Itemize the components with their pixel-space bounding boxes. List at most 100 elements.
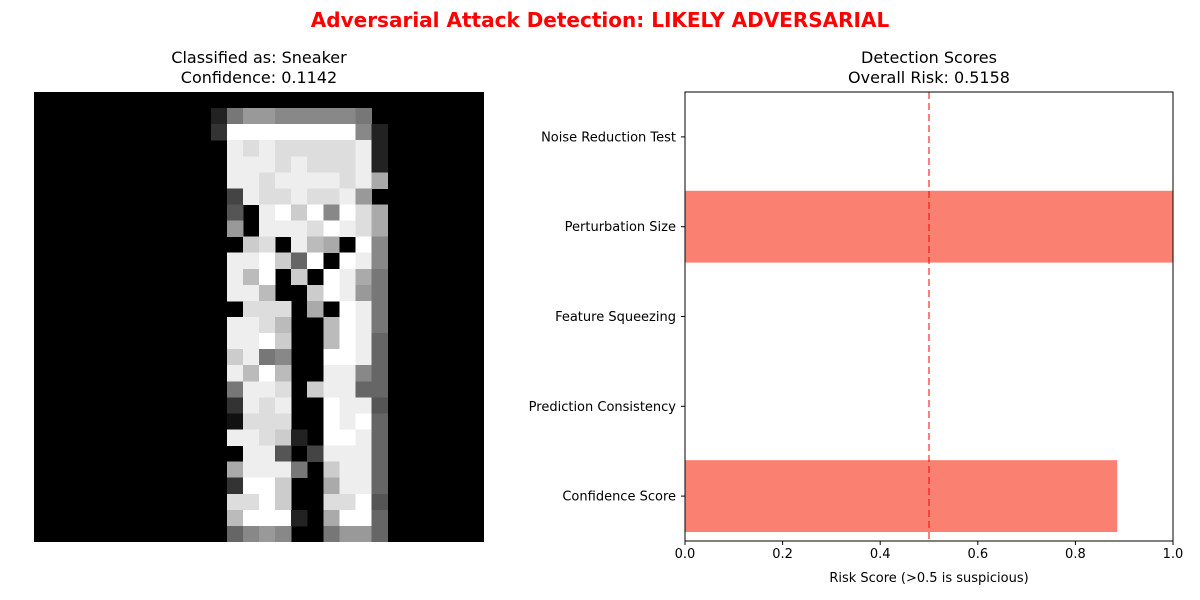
image-pixel bbox=[339, 300, 356, 318]
image-pixel bbox=[259, 300, 276, 318]
image-pixel bbox=[371, 252, 388, 270]
image-pixel bbox=[259, 140, 276, 157]
figure-title: Adversarial Attack Detection: LIKELY ADV… bbox=[310, 8, 890, 32]
image-pixel bbox=[355, 172, 372, 189]
image-pixel bbox=[307, 284, 324, 302]
image-pixel bbox=[323, 108, 340, 125]
image-pixel bbox=[226, 397, 244, 414]
image-pixel bbox=[226, 461, 244, 479]
image-pixel bbox=[242, 429, 260, 446]
image-pixel bbox=[226, 413, 244, 430]
x-tick-label: 0.8 bbox=[1065, 547, 1086, 562]
image-pixel bbox=[371, 172, 388, 189]
image-pixel bbox=[355, 124, 372, 141]
image-pixel bbox=[259, 124, 276, 141]
x-tick-label: 0.6 bbox=[967, 547, 988, 562]
image-pixel bbox=[242, 461, 260, 479]
image-pixel bbox=[275, 349, 292, 366]
image-panel-title: Classified as: Sneaker Confidence: 0.114… bbox=[34, 48, 484, 88]
image-pixel bbox=[323, 188, 340, 205]
image-pixel bbox=[307, 220, 324, 237]
image-pixel bbox=[323, 156, 340, 173]
image-pixel bbox=[226, 124, 244, 141]
image-pixel bbox=[259, 413, 276, 430]
image-pixel bbox=[259, 188, 276, 205]
image-pixel bbox=[323, 493, 340, 511]
image-pixel bbox=[291, 220, 308, 237]
image-pixel bbox=[307, 236, 324, 254]
image-pixel bbox=[275, 493, 292, 511]
image-pixel bbox=[323, 397, 340, 414]
image-pixel bbox=[339, 429, 356, 446]
image-pixel bbox=[259, 252, 276, 270]
image-pixel bbox=[339, 493, 356, 511]
image-pixel bbox=[275, 445, 292, 462]
image-pixel bbox=[291, 509, 308, 527]
plot-frame bbox=[684, 91, 1174, 542]
image-pixel bbox=[226, 284, 244, 302]
image-pixel bbox=[371, 525, 388, 542]
image-pixel bbox=[323, 477, 340, 495]
image-pixel bbox=[242, 525, 260, 542]
image-pixel bbox=[259, 108, 276, 125]
image-pixel bbox=[371, 461, 388, 479]
image-pixel bbox=[226, 188, 244, 205]
image-pixel bbox=[259, 493, 276, 511]
image-pixel bbox=[355, 236, 372, 254]
image-pixel bbox=[275, 188, 292, 205]
x-tick-label: 1.0 bbox=[1163, 547, 1184, 562]
image-pixel bbox=[259, 429, 276, 446]
image-pixel bbox=[291, 236, 308, 254]
image-pixel bbox=[242, 108, 260, 125]
scores-panel-title: Detection Scores Overall Risk: 0.5158 bbox=[685, 48, 1173, 88]
image-pixel bbox=[355, 156, 372, 173]
image-pixel bbox=[226, 509, 244, 527]
bar-confidence-score bbox=[685, 460, 1118, 533]
image-pixel bbox=[371, 284, 388, 302]
image-pixel bbox=[323, 317, 340, 334]
image-pixel bbox=[226, 317, 244, 334]
y-tick-label: Confidence Score bbox=[562, 490, 676, 505]
image-pixel bbox=[371, 397, 388, 414]
image-pixel bbox=[242, 445, 260, 462]
image-pixel bbox=[307, 204, 324, 221]
image-pixel bbox=[371, 365, 388, 382]
image-pixel bbox=[259, 220, 276, 237]
image-pixel bbox=[242, 236, 260, 254]
image-pixel bbox=[339, 252, 356, 270]
image-pixel bbox=[259, 349, 276, 366]
image-pixel bbox=[339, 349, 356, 366]
image-pixel bbox=[226, 365, 244, 382]
input-image bbox=[34, 92, 484, 542]
image-pixel bbox=[307, 140, 324, 157]
image-pixel bbox=[355, 333, 372, 350]
image-pixel bbox=[275, 333, 292, 350]
image-pixel bbox=[355, 300, 372, 318]
image-pixel bbox=[355, 413, 372, 430]
image-pixel bbox=[291, 268, 308, 286]
image-pixel bbox=[355, 220, 372, 237]
image-pixel bbox=[355, 188, 372, 205]
image-pixel bbox=[242, 172, 260, 189]
image-pixel bbox=[339, 108, 356, 125]
image-pixel bbox=[371, 140, 388, 157]
image-pixel bbox=[242, 333, 260, 350]
image-pixel bbox=[323, 220, 340, 237]
image-pixel bbox=[226, 493, 244, 511]
image-pixel bbox=[275, 397, 292, 414]
image-pixel bbox=[371, 268, 388, 286]
image-pixel bbox=[339, 124, 356, 141]
scores-title: Detection Scores bbox=[861, 48, 997, 67]
image-pixel bbox=[275, 300, 292, 318]
image-pixel bbox=[355, 252, 372, 270]
image-pixel bbox=[226, 333, 244, 350]
image-pixel bbox=[259, 525, 276, 542]
image-pixel bbox=[355, 429, 372, 446]
image-pixel bbox=[323, 525, 340, 542]
image-pixel bbox=[275, 124, 292, 141]
image-pixel bbox=[371, 317, 388, 334]
x-tick-label: 0.4 bbox=[870, 547, 891, 562]
image-pixel bbox=[339, 188, 356, 205]
image-pixel bbox=[339, 413, 356, 430]
image-pixel bbox=[371, 381, 388, 398]
